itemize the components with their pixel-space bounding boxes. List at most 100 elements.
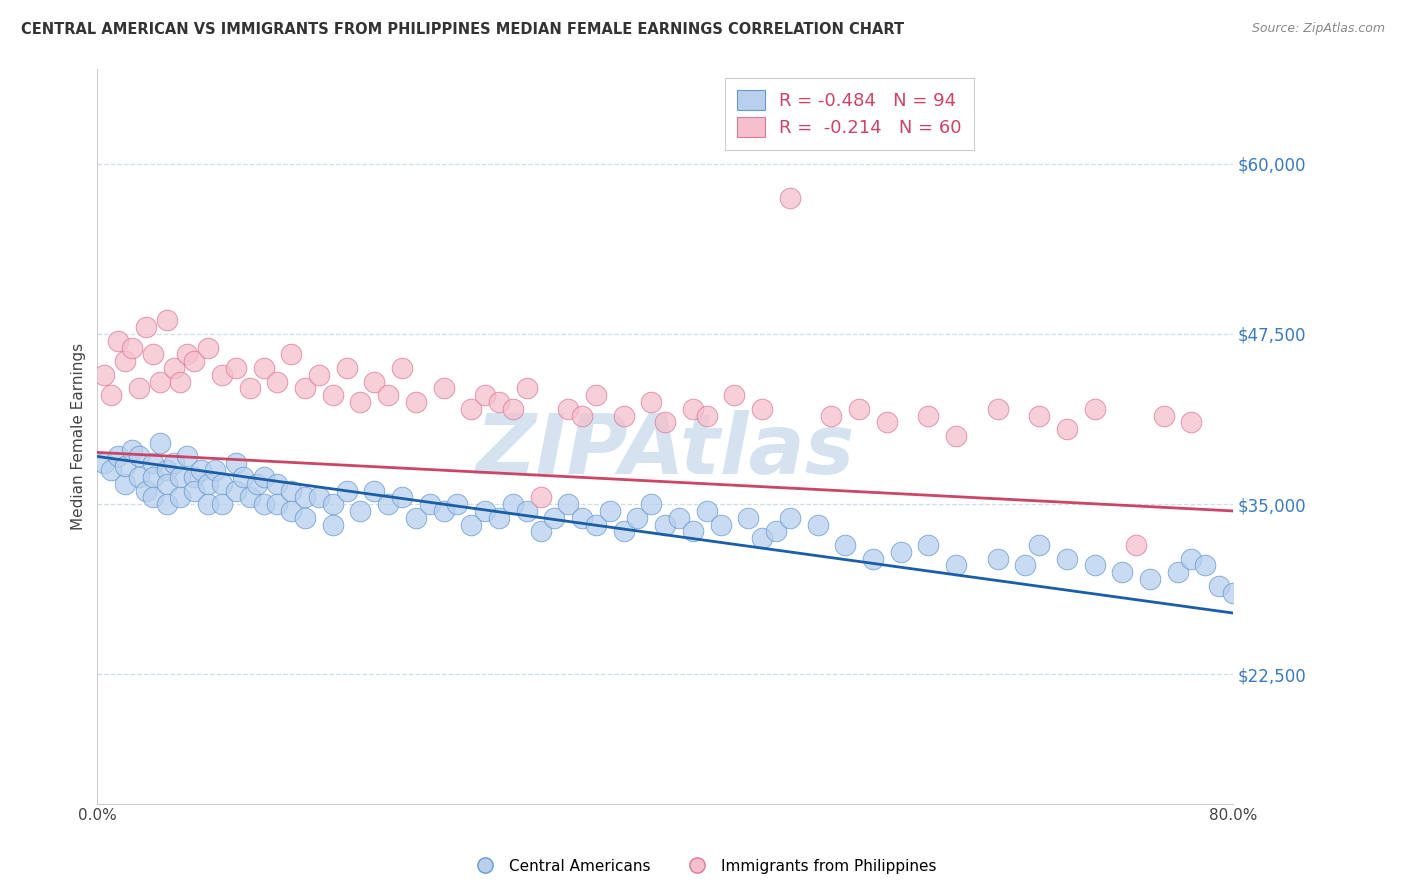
Immigrants from Philippines <box>107 334 129 348</box>
Central Americans <box>1180 551 1202 566</box>
Immigrants from Philippines <box>945 429 967 443</box>
Central Americans <box>211 476 233 491</box>
Immigrants from Philippines <box>1153 409 1175 423</box>
Central Americans <box>142 491 165 505</box>
Central Americans <box>155 476 177 491</box>
Central Americans <box>142 456 165 470</box>
Central Americans <box>162 456 184 470</box>
Immigrants from Philippines <box>654 416 676 430</box>
Central Americans <box>571 510 593 524</box>
Central Americans <box>93 456 115 470</box>
Central Americans <box>190 463 212 477</box>
Immigrants from Philippines <box>502 401 524 416</box>
Central Americans <box>239 491 262 505</box>
Immigrants from Philippines <box>322 388 344 402</box>
Central Americans <box>280 504 302 518</box>
Immigrants from Philippines <box>100 388 122 402</box>
Central Americans <box>128 470 150 484</box>
Central Americans <box>349 504 371 518</box>
Central Americans <box>322 517 344 532</box>
Central Americans <box>100 463 122 477</box>
Immigrants from Philippines <box>488 395 510 409</box>
Central Americans <box>834 538 856 552</box>
Immigrants from Philippines <box>93 368 115 382</box>
Central Americans <box>363 483 385 498</box>
Immigrants from Philippines <box>516 381 538 395</box>
Immigrants from Philippines <box>640 395 662 409</box>
Central Americans <box>474 504 496 518</box>
Central Americans <box>543 510 565 524</box>
Central Americans <box>1167 565 1189 579</box>
Immigrants from Philippines <box>571 409 593 423</box>
Immigrants from Philippines <box>682 401 704 416</box>
Immigrants from Philippines <box>779 191 801 205</box>
Central Americans <box>599 504 621 518</box>
Immigrants from Philippines <box>377 388 399 402</box>
Immigrants from Philippines <box>391 361 413 376</box>
Central Americans <box>107 450 129 464</box>
Immigrants from Philippines <box>266 375 288 389</box>
Central Americans <box>142 470 165 484</box>
Central Americans <box>1139 572 1161 586</box>
Central Americans <box>516 504 538 518</box>
Central Americans <box>751 531 773 545</box>
Central Americans <box>779 510 801 524</box>
Text: CENTRAL AMERICAN VS IMMIGRANTS FROM PHILIPPINES MEDIAN FEMALE EARNINGS CORRELATI: CENTRAL AMERICAN VS IMMIGRANTS FROM PHIL… <box>21 22 904 37</box>
Central Americans <box>169 491 191 505</box>
Immigrants from Philippines <box>820 409 842 423</box>
Central Americans <box>225 483 247 498</box>
Immigrants from Philippines <box>176 347 198 361</box>
Central Americans <box>308 491 330 505</box>
Central Americans <box>232 470 254 484</box>
Central Americans <box>135 483 157 498</box>
Immigrants from Philippines <box>336 361 359 376</box>
Immigrants from Philippines <box>128 381 150 395</box>
Central Americans <box>557 497 579 511</box>
Central Americans <box>280 483 302 498</box>
Central Americans <box>710 517 733 532</box>
Central Americans <box>204 463 226 477</box>
Immigrants from Philippines <box>252 361 274 376</box>
Central Americans <box>433 504 456 518</box>
Central Americans <box>585 517 607 532</box>
Central Americans <box>668 510 690 524</box>
Central Americans <box>211 497 233 511</box>
Immigrants from Philippines <box>225 361 247 376</box>
Immigrants from Philippines <box>135 320 157 334</box>
Immigrants from Philippines <box>211 368 233 382</box>
Central Americans <box>197 497 219 511</box>
Legend: R = -0.484   N = 94, R =  -0.214   N = 60: R = -0.484 N = 94, R = -0.214 N = 60 <box>725 78 974 150</box>
Central Americans <box>419 497 441 511</box>
Immigrants from Philippines <box>696 409 718 423</box>
Immigrants from Philippines <box>751 401 773 416</box>
Text: ZIPAtlas: ZIPAtlas <box>475 410 855 491</box>
Central Americans <box>696 504 718 518</box>
Immigrants from Philippines <box>149 375 172 389</box>
Central Americans <box>682 524 704 539</box>
Immigrants from Philippines <box>460 401 482 416</box>
Immigrants from Philippines <box>239 381 262 395</box>
Immigrants from Philippines <box>557 401 579 416</box>
Immigrants from Philippines <box>169 375 191 389</box>
Immigrants from Philippines <box>1083 401 1105 416</box>
Central Americans <box>862 551 884 566</box>
Central Americans <box>529 524 551 539</box>
Central Americans <box>294 510 316 524</box>
Immigrants from Philippines <box>405 395 427 409</box>
Central Americans <box>488 510 510 524</box>
Immigrants from Philippines <box>114 354 136 368</box>
Immigrants from Philippines <box>1028 409 1050 423</box>
Central Americans <box>654 517 676 532</box>
Immigrants from Philippines <box>433 381 456 395</box>
Immigrants from Philippines <box>585 388 607 402</box>
Central Americans <box>446 497 468 511</box>
Central Americans <box>114 476 136 491</box>
Central Americans <box>336 483 359 498</box>
Central Americans <box>176 450 198 464</box>
Immigrants from Philippines <box>280 347 302 361</box>
Central Americans <box>502 497 524 511</box>
Central Americans <box>460 517 482 532</box>
Central Americans <box>128 450 150 464</box>
Central Americans <box>626 510 648 524</box>
Central Americans <box>294 491 316 505</box>
